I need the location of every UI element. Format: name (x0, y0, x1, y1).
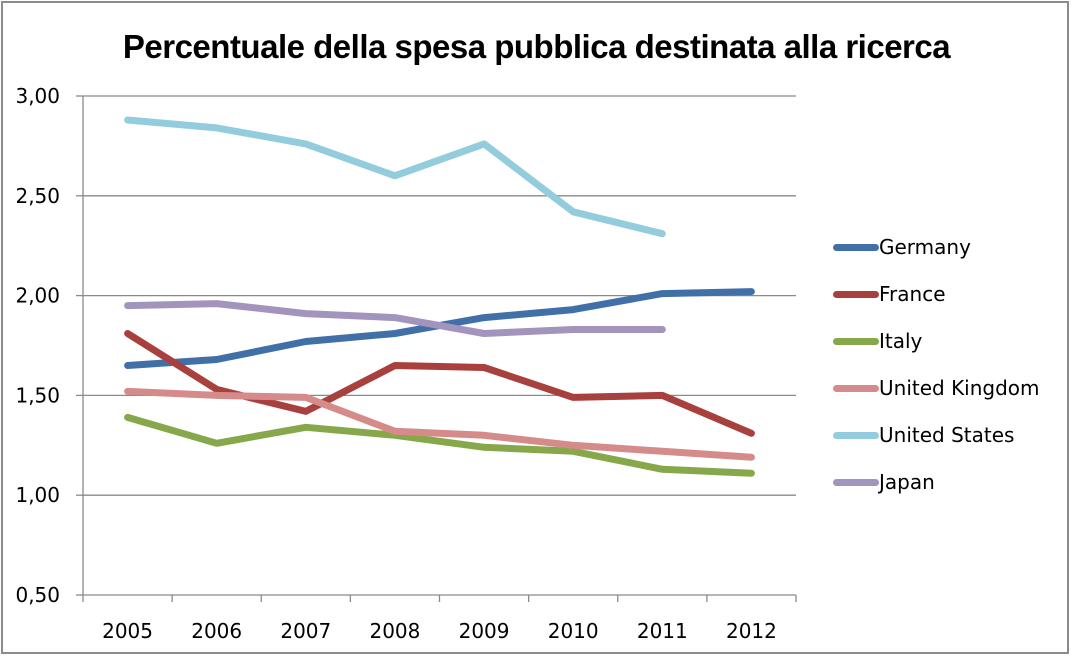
x-tick-label: 2006 (191, 619, 242, 643)
legend-label: United Kingdom (879, 376, 1040, 400)
legend-swatch (833, 432, 879, 439)
series-line-united-states (124, 116, 666, 238)
series-line-japan (124, 300, 666, 337)
x-tick-label: 2008 (369, 619, 420, 643)
y-tick-label: 1,50 (15, 383, 60, 407)
legend: Germany France Italy United Kingdom United S… (833, 232, 1040, 514)
legend-label: France (879, 282, 946, 306)
legend-item-france: France (833, 279, 1040, 326)
legend-label: Italy (879, 329, 923, 353)
legend-item-germany: Germany (833, 232, 1040, 279)
y-axis-ticks: 0,50 1,00 1,50 2,00 2,50 3,00 (15, 84, 83, 607)
legend-swatch (833, 479, 879, 486)
y-tick-label: 0,50 (15, 583, 60, 607)
axes (82, 96, 796, 596)
legend-swatch (833, 244, 879, 251)
x-axis-ticks: 2005 2006 2007 2008 2009 2010 2011 2012 (82, 595, 797, 643)
legend-item-japan: Japan (833, 467, 1040, 514)
x-tick-label: 2007 (280, 619, 331, 643)
x-tick-label: 2011 (637, 619, 688, 643)
legend-swatch (833, 338, 879, 345)
x-tick-label: 2012 (726, 619, 777, 643)
legend-swatch (833, 385, 879, 392)
legend-swatch (833, 291, 879, 298)
y-tick-label: 3,00 (15, 84, 60, 108)
series-lines (124, 116, 755, 477)
y-tick-label: 1,00 (15, 483, 60, 507)
chart-title: Percentuale della spesa pubblica destina… (122, 28, 951, 65)
y-tick-label: 2,50 (15, 184, 60, 208)
series-line-united-kingdom (124, 387, 755, 461)
x-tick-label: 2009 (459, 619, 510, 643)
y-tick-label: 2,00 (15, 284, 60, 308)
legend-item-united-states: United States (833, 420, 1040, 467)
x-tick-label: 2005 (102, 619, 153, 643)
series-line-france (124, 330, 755, 437)
x-tick-label: 2010 (548, 619, 599, 643)
legend-label: Japan (879, 470, 935, 494)
legend-item-italy: Italy (833, 326, 1040, 373)
legend-item-united-kingdom: United Kingdom (833, 373, 1040, 420)
legend-label: Germany (879, 235, 971, 259)
series-line-italy (124, 413, 755, 477)
legend-label: United States (879, 423, 1015, 447)
